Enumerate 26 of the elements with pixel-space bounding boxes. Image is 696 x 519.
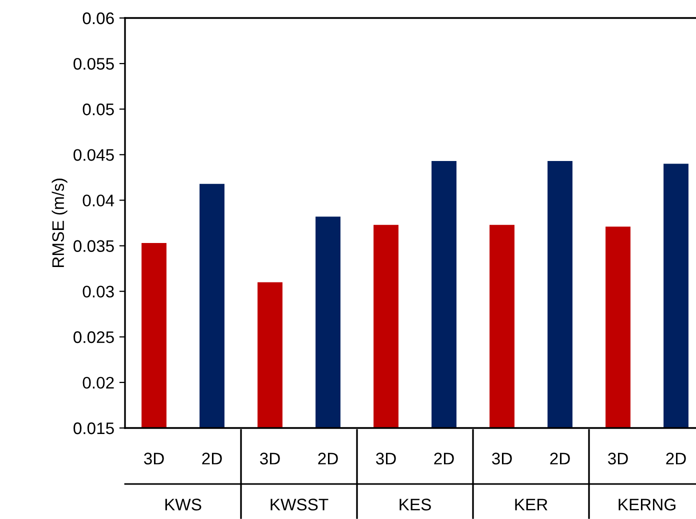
text: KWS [165,498,202,510]
x-tick-label: 3D [492,452,512,464]
text: KERNG [618,498,676,510]
y-tick-label: 0.055 [74,58,114,70]
y-tick-label: 0.015 [74,422,114,434]
y-tick-label: 0.025 [74,331,114,344]
x-tick-label: 3D [376,452,396,464]
x-tick-label: 3D [608,452,628,464]
x-tick-label: 2D [202,452,222,464]
x-tick-label: 3D [260,452,280,464]
x-tick-label: 2D [434,452,454,464]
x-tick-label: 2D [666,452,686,464]
text: KWSST [270,498,328,510]
y-axis-title: RMSE (m/s) [52,178,68,267]
x-tick-label: 2D [318,452,338,464]
y-tick-label: 0.02 [82,376,114,389]
text: KES [400,498,431,510]
y-tick-label: 0.06 [82,12,114,24]
y-tick-label: 0.03 [82,286,114,298]
y-tick-label: 0.035 [74,240,114,252]
y-tick-label: 0.045 [74,149,114,161]
y-tick-label: 0.04 [82,194,114,206]
y-tick-label: 0.05 [82,104,114,116]
x-tick-label: 3D [144,452,164,464]
text: KER [515,498,548,510]
x-tick-label: 2D [550,452,570,464]
